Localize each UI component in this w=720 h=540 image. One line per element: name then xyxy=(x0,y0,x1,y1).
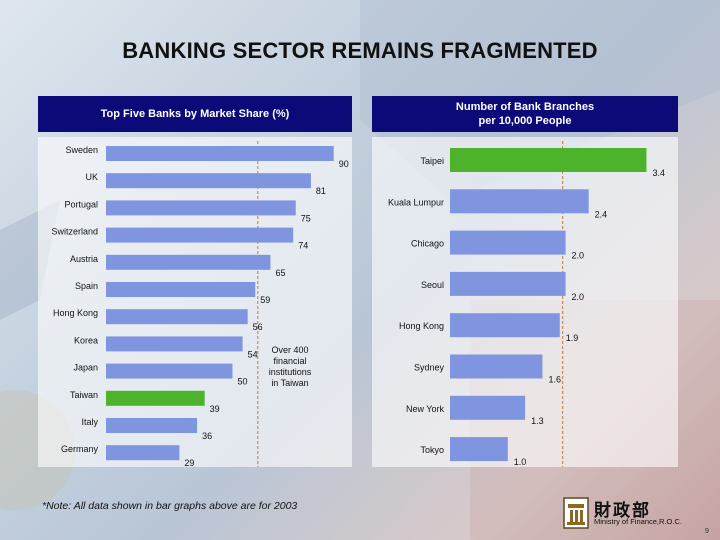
bar-italy xyxy=(106,418,198,433)
value-label: 1.0 xyxy=(514,457,527,467)
bar-taipei xyxy=(450,148,647,172)
right-chart-title-line-2: per 10,000 People xyxy=(478,115,572,127)
category-label: New York xyxy=(406,404,445,414)
bar-portugal xyxy=(106,200,296,216)
bar-korea xyxy=(106,336,243,352)
bar-japan xyxy=(106,363,233,379)
value-label: 81 xyxy=(316,186,326,196)
value-label: 1.9 xyxy=(566,333,579,343)
category-label: Hong Kong xyxy=(399,321,444,331)
value-label: 39 xyxy=(210,404,220,414)
category-label: Sweden xyxy=(65,145,98,155)
bar-austria xyxy=(106,254,271,270)
category-label: Chicago xyxy=(411,239,444,249)
value-label: 75 xyxy=(301,213,311,223)
bar-sydney xyxy=(450,354,543,379)
category-label: Austria xyxy=(70,254,98,264)
category-label: Taipei xyxy=(420,156,444,166)
value-label: 50 xyxy=(237,377,247,387)
bar-spain xyxy=(106,282,256,297)
bar-seoul xyxy=(450,271,566,296)
category-label: Portugal xyxy=(64,199,98,209)
value-label: 2.0 xyxy=(572,251,585,261)
bar-chicago xyxy=(450,230,566,255)
page-number: 9 xyxy=(705,528,709,535)
category-label: Sydney xyxy=(414,363,445,373)
annotation-line: in Taiwan xyxy=(271,378,309,388)
value-label: 74 xyxy=(298,241,308,251)
value-label: 90 xyxy=(339,159,349,169)
bar-new-york xyxy=(450,395,526,420)
branches-svg: Taipei 3.4 Kuala Lumpur 2.4 Chicago 2.0 Seoul 2… xyxy=(388,141,665,492)
ministry-name-english: Ministry of Finance,R.O.C. xyxy=(594,517,682,526)
bar-tokyo xyxy=(450,437,508,462)
annotation-line: Over 400 xyxy=(271,345,309,355)
market-share-chart: Sweden 90 UK 81 Portugal 75 Switzerland 74 Austr… xyxy=(38,137,352,492)
bar-hong-kong xyxy=(106,309,248,325)
bar-kuala-lumpur xyxy=(450,189,589,214)
ministry-emblem-icon xyxy=(563,497,589,529)
category-label: Taiwan xyxy=(70,390,98,400)
category-label: Kuala Lumpur xyxy=(388,197,444,207)
category-label: UK xyxy=(85,172,98,182)
right-chart-title-line-1: Number of Bank Branches xyxy=(455,101,595,113)
bar-sweden xyxy=(106,146,334,161)
value-label: 54 xyxy=(248,349,258,359)
value-label: 3.4 xyxy=(652,168,665,178)
value-label: 2.4 xyxy=(595,209,608,219)
branches-chart: Taipei 3.4 Kuala Lumpur 2.4 Chicago 2.0 Seoul 2… xyxy=(372,137,678,492)
annotation-line: institutions xyxy=(268,367,312,377)
value-label: 59 xyxy=(260,295,270,305)
bar-hong-kong xyxy=(450,313,560,338)
footnote: *Note: All data shown in bar graphs abov… xyxy=(42,500,298,512)
category-label: Tokyo xyxy=(420,445,444,455)
right-chart-header: Number of Bank Branches per 10,000 Peopl… xyxy=(372,96,678,132)
category-label: Germany xyxy=(61,444,99,454)
market-share-svg: Sweden 90 UK 81 Portugal 75 Switzerland 74 Austr… xyxy=(51,141,349,492)
value-label: 2.0 xyxy=(572,292,585,302)
left-chart-title: Top Five Banks by Market Share (%) xyxy=(100,108,290,120)
bar-taiwan xyxy=(106,390,205,406)
category-label: Switzerland xyxy=(51,227,98,237)
bar-germany xyxy=(106,445,180,461)
category-label: Hong Kong xyxy=(53,308,98,318)
left-chart-header: Top Five Banks by Market Share (%) xyxy=(38,96,352,132)
category-label: Japan xyxy=(73,363,98,373)
category-label: Korea xyxy=(74,335,98,345)
category-label: Seoul xyxy=(421,280,444,290)
bar-uk xyxy=(106,173,311,189)
value-label: 56 xyxy=(253,322,263,332)
value-label: 29 xyxy=(184,458,194,467)
bar-switzerland xyxy=(106,227,294,243)
value-label: 65 xyxy=(275,268,285,278)
category-label: Spain xyxy=(75,281,98,291)
ministry-name-chinese: 財政部 xyxy=(594,501,651,520)
value-label: 36 xyxy=(202,431,212,441)
value-label: 1.3 xyxy=(531,416,544,426)
value-label: 1.6 xyxy=(548,375,561,385)
page-title: BANKING SECTOR REMAINS FRAGMENTED xyxy=(122,38,598,63)
category-label: Italy xyxy=(81,417,98,427)
taiwan-institutions-annotation: Over 400 financial institutions in Taiwa… xyxy=(254,345,326,389)
ministry-logo: 財政部 Ministry of Finance,R.O.C. xyxy=(562,494,712,534)
annotation-line: financial xyxy=(273,356,307,366)
